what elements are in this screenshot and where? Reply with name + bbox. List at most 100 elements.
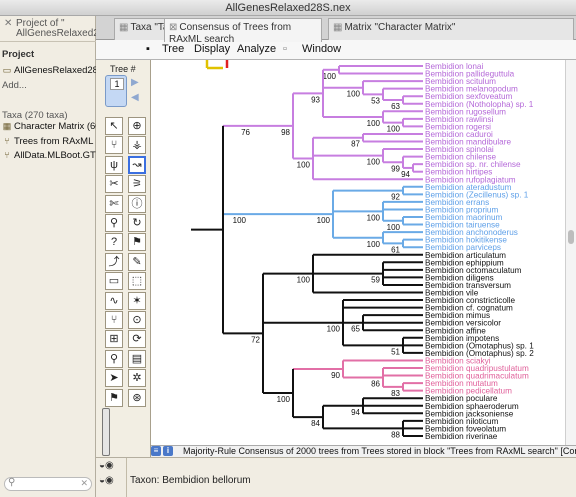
taxon-label: Bembidion chilense xyxy=(425,153,496,162)
support-value: 88 xyxy=(391,430,400,439)
taxon-label: Bembidion pallideguttula xyxy=(425,70,515,79)
branch-move-tool-button[interactable]: ψ xyxy=(105,155,123,174)
stepper-down-icon[interactable]: ◀ xyxy=(131,92,139,103)
ladderize-tool-button[interactable]: ⚞ xyxy=(128,175,146,194)
pointer-tool-button[interactable]: ➤ xyxy=(105,369,123,388)
taxon-label: Bembidion diligens xyxy=(425,273,494,282)
taxon-label: Bembidion spinolai xyxy=(425,145,494,154)
taxon-label: Bembidion scitulum xyxy=(425,77,496,86)
info-icon[interactable]: i xyxy=(163,446,173,456)
menu-separator-icon: ▫ xyxy=(283,43,287,55)
pin-tool-button[interactable]: ⚲ xyxy=(105,349,123,368)
tag-tool-button[interactable]: ⚑ xyxy=(105,388,123,407)
interchange-tool-button[interactable]: ↝ xyxy=(128,155,146,174)
tab-close-icon[interactable]: ⊠ xyxy=(169,22,178,33)
taxon-label: Bembidion hirtipes xyxy=(425,168,492,177)
tree-number-stepper[interactable]: 1 ▶ ◀ xyxy=(103,75,143,109)
taxon-label: Bembidion ateradustum xyxy=(425,183,512,192)
project-header[interactable]: ✕ Project of " AllGenesRelaxed28S. xyxy=(0,16,114,42)
support-value: 76 xyxy=(241,128,250,137)
scrollbar-thumb[interactable] xyxy=(568,230,574,244)
collapse-tool-button[interactable]: ⚶ xyxy=(128,136,146,155)
scale-tool-button[interactable]: ⊞ xyxy=(105,330,123,349)
cut-tool-button[interactable]: ✄ xyxy=(105,194,123,213)
menu-tree[interactable]: Tree xyxy=(162,43,185,55)
trees-raxml-label: Trees from RAxML sea xyxy=(14,136,111,147)
character-matrix-item[interactable]: ▦ Character Matrix (604 xyxy=(2,121,106,132)
tree-number-field[interactable]: 1 xyxy=(110,78,124,90)
taxon-label: Bembidion quadrimaculatum xyxy=(425,372,529,381)
support-value: 100 xyxy=(367,240,381,249)
list-icon[interactable]: ≡ xyxy=(151,446,161,456)
taxon-label: Bembidion foveolatum xyxy=(425,424,506,433)
tree-tool-button[interactable]: ⑂ xyxy=(105,311,123,329)
menu-bullet-icon: ▪ xyxy=(146,43,150,55)
clipboard-tool-button[interactable]: ▤ xyxy=(128,349,146,368)
arrow-tool-button[interactable]: ↖ xyxy=(105,117,123,135)
bug-tool-button[interactable]: ✲ xyxy=(128,369,146,388)
taxon-label: Bembidion proprium xyxy=(425,205,498,214)
eye-icon[interactable]: ◒◉ xyxy=(99,475,114,486)
curve-tool-button[interactable]: ∿ xyxy=(105,291,123,310)
add-link[interactable]: Add... xyxy=(2,80,27,91)
zoom-tool-button[interactable]: ⚲ xyxy=(105,214,123,232)
scale-slider[interactable] xyxy=(102,408,110,456)
support-value: 59 xyxy=(371,276,380,285)
flag-tool-button[interactable]: ⚑ xyxy=(128,233,146,252)
support-value: 72 xyxy=(251,335,260,344)
question-tool-button[interactable]: ? xyxy=(105,233,123,252)
taxon-label: Bembidion (Zecillenus) sp. 1 xyxy=(425,190,529,199)
close-icon[interactable]: ✕ xyxy=(4,18,13,29)
taxa-label[interactable]: Taxa (270 taxa) xyxy=(2,110,68,121)
rect-tool-button[interactable]: ▭ xyxy=(105,272,123,291)
trees-item-raxml[interactable]: ⑂ Trees from RAxML sea xyxy=(2,136,111,147)
tab-close-icon[interactable]: ▦ xyxy=(119,22,129,33)
tab-matrix[interactable]: ▦ Matrix "Character Matrix" xyxy=(328,18,574,40)
search-input[interactable]: ⚲ ✕ xyxy=(4,477,92,491)
reroot-tool-button[interactable]: ⑂ xyxy=(105,136,123,155)
taxon-info: Taxon: Bembidion bellorum xyxy=(130,475,251,486)
support-value: 93 xyxy=(311,95,320,104)
select-tool-button[interactable]: ⬚ xyxy=(128,272,146,291)
arrow-branch-tool-button[interactable]: ⤴ xyxy=(105,252,123,271)
taxon-label: Bembidion octomaculatum xyxy=(425,266,522,275)
support-value: 100 xyxy=(297,160,311,169)
taxon-label: Bembidion maorinum xyxy=(425,213,503,222)
tab-consensus[interactable]: ⊠ Consensus of Trees from RAxML search xyxy=(164,18,322,42)
eye-icon[interactable]: ◒◉ xyxy=(99,460,114,471)
trees-item-mlboot[interactable]: ⑂ AllData.MLBoot.GTRG xyxy=(2,150,110,161)
scissors-tool-button[interactable]: ✂ xyxy=(105,175,123,194)
magnifier-tool-button[interactable]: ⊕ xyxy=(128,117,146,135)
window-title: AllGenesRelaxed28S.nex xyxy=(0,0,576,16)
globe-tool-button[interactable]: ⊛ xyxy=(128,388,146,407)
taxon-label: Bembidion impotens xyxy=(425,334,499,343)
menu-window[interactable]: Window xyxy=(302,43,342,55)
support-value: 100 xyxy=(327,325,341,334)
star-tool-button[interactable]: ✶ xyxy=(128,291,146,310)
node-tool-button[interactable]: ⊙ xyxy=(128,311,146,329)
rotate-node-tool-button[interactable]: ⟳ xyxy=(128,330,146,349)
support-value: 61 xyxy=(391,245,400,254)
menu-analyze[interactable]: Analyze xyxy=(237,43,277,55)
tab-matrix-label: Matrix "Character Matrix" xyxy=(344,22,456,33)
clear-search-icon[interactable]: ✕ xyxy=(80,478,88,488)
menu-display[interactable]: Display xyxy=(194,43,231,55)
support-value: 94 xyxy=(351,408,360,417)
info-tool-button[interactable]: ⓘ xyxy=(128,194,146,213)
support-value: 92 xyxy=(391,193,400,202)
tree-canvas[interactable]: Bembidion lonai Bembidion pallideguttula B… xyxy=(151,60,565,445)
vertical-scrollbar[interactable] xyxy=(565,60,576,445)
brush-tool-button[interactable]: ✎ xyxy=(128,252,146,271)
rotate-tool-button[interactable]: ↻ xyxy=(128,214,146,232)
support-value: 65 xyxy=(351,325,360,334)
taxon-label: Bembidion articulatum xyxy=(425,251,506,260)
support-value: 100 xyxy=(347,90,361,99)
tree-icon: ⑂ xyxy=(4,150,10,160)
taxon-label: Bembidion parviceps xyxy=(425,243,501,252)
stepper-up-icon[interactable]: ▶ xyxy=(131,77,139,88)
tab-taxa[interactable]: ▦Taxa "Taxa" xyxy=(114,18,168,40)
taxon-label: Bembidion sphaeroderum xyxy=(425,402,519,411)
taxon-label: Bembidion mandibulare xyxy=(425,138,511,147)
project-file-item[interactable]: ▭ AllGenesRelaxed28S. xyxy=(2,65,107,76)
support-value: 100 xyxy=(387,223,401,232)
